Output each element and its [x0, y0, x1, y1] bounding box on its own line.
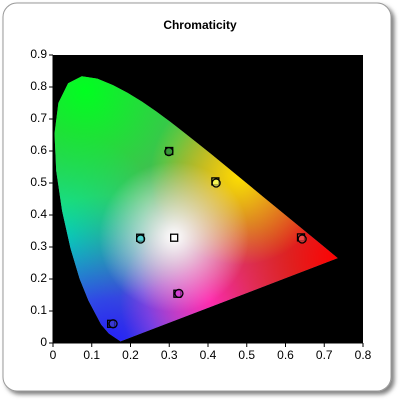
x-tick-label: 0.6 — [277, 348, 294, 362]
measured-point — [174, 288, 184, 299]
measured-point — [164, 146, 174, 157]
y-tick-label: 0.6 — [30, 143, 47, 157]
measured-point — [211, 178, 221, 188]
y-tick-label: 0.3 — [30, 239, 47, 253]
y-tick-label: 0.9 — [30, 47, 47, 61]
y-tick-label: 0.4 — [30, 207, 47, 221]
x-tick-label: 0.1 — [83, 348, 100, 362]
y-tick-label: 0.7 — [30, 111, 47, 125]
x-tick-label: 0.8 — [355, 348, 372, 362]
x-tick-label: 0 — [50, 348, 57, 362]
measured-point — [135, 234, 146, 244]
measured-point — [297, 234, 307, 244]
x-tick-label: 0.3 — [161, 348, 178, 362]
measured-point — [108, 319, 118, 329]
x-tick-label: 0.5 — [238, 348, 255, 362]
x-tick-label: 0.2 — [122, 348, 139, 362]
chart-title: Chromaticity — [163, 18, 237, 32]
y-tick-label: 0.8 — [30, 79, 47, 93]
x-tick-label: 0.4 — [200, 348, 217, 362]
x-tick-label: 0.7 — [316, 348, 333, 362]
y-tick-label: 0.1 — [30, 303, 47, 317]
y-tick-label: 0 — [40, 335, 47, 349]
target-point — [170, 233, 179, 242]
y-tick-label: 0.2 — [30, 271, 47, 285]
y-tick-label: 0.5 — [30, 175, 47, 189]
